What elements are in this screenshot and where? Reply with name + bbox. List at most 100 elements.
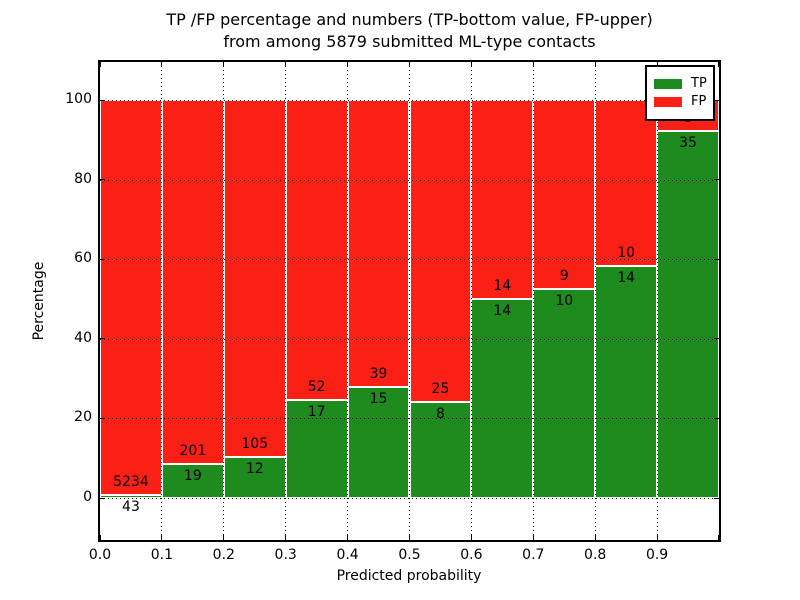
fp-count-label: 201 bbox=[179, 442, 207, 459]
legend-entry-tp: TP bbox=[654, 76, 707, 91]
y-tick-label: 100 bbox=[65, 91, 92, 107]
bar-segment-tp bbox=[533, 288, 596, 498]
x-axis-label: Predicted probability bbox=[336, 568, 482, 584]
x-tick-mark bbox=[99, 535, 101, 540]
x-tick-mark bbox=[285, 62, 287, 67]
x-tick-mark bbox=[285, 535, 287, 540]
y-tick-mark bbox=[100, 338, 105, 340]
x-tick-mark bbox=[532, 62, 534, 67]
x-tick-mark bbox=[161, 62, 163, 67]
x-tick-mark bbox=[223, 535, 225, 540]
y-tick-label: 80 bbox=[74, 170, 92, 187]
y-tick-mark bbox=[100, 179, 105, 181]
v-gridline bbox=[470, 62, 472, 540]
y-tick-mark bbox=[100, 99, 105, 101]
y-axis-label: Percentage bbox=[31, 261, 47, 341]
chart-title: TP /FP percentage and numbers (TP-bottom… bbox=[100, 9, 719, 53]
y-tick-label: 0 bbox=[83, 489, 92, 505]
y-tick-mark bbox=[100, 417, 105, 419]
tp-count-label: 14 bbox=[493, 303, 512, 319]
tp-count-label: 8 bbox=[435, 405, 445, 422]
y-tick-mark bbox=[714, 338, 719, 340]
x-tick-mark bbox=[717, 62, 719, 67]
fp-count-label: 9 bbox=[559, 267, 569, 284]
fp-count-label: 52 bbox=[307, 378, 326, 395]
tp-count-label: 10 bbox=[555, 292, 574, 309]
bar-segment-fp bbox=[347, 100, 410, 388]
x-tick-label: 0.9 bbox=[645, 547, 669, 563]
x-tick-label: 0.7 bbox=[522, 547, 545, 563]
fp-count-label: 10 bbox=[617, 244, 636, 261]
x-tick-label: 0.1 bbox=[150, 547, 174, 563]
v-gridline bbox=[594, 62, 596, 540]
x-tick-label: 0.6 bbox=[460, 547, 483, 563]
y-tick-label: 40 bbox=[74, 329, 92, 346]
plot-area: 5234432011910512521739152581414910101433… bbox=[98, 60, 721, 542]
y-tick-label: 60 bbox=[74, 250, 92, 267]
x-tick-mark bbox=[409, 535, 410, 540]
y-tick-mark bbox=[714, 258, 719, 260]
x-tick-mark bbox=[594, 62, 596, 67]
x-tick-label: 0.3 bbox=[274, 547, 297, 563]
v-gridline bbox=[285, 62, 287, 540]
bar-segment-tp bbox=[595, 265, 658, 498]
v-gridline bbox=[223, 62, 225, 540]
bar-segment-tp bbox=[347, 387, 410, 498]
x-tick-mark bbox=[656, 62, 658, 67]
bar-segment-fp bbox=[100, 100, 162, 495]
y-tick-label: 20 bbox=[74, 409, 92, 426]
legend-label-fp: FP bbox=[691, 94, 707, 109]
y-tick-mark bbox=[100, 497, 105, 499]
fp-count-label: 25 bbox=[431, 380, 450, 397]
legend-entry-fp: FP bbox=[654, 94, 706, 109]
y-tick-mark bbox=[714, 497, 719, 499]
x-tick-label: 0.4 bbox=[336, 547, 359, 563]
bar-segment-fp bbox=[471, 100, 534, 299]
fp-count-label: 105 bbox=[241, 436, 269, 453]
bar-segment-fp bbox=[223, 100, 286, 458]
x-tick-mark bbox=[470, 535, 472, 540]
bar-segment-tp bbox=[285, 399, 348, 498]
chart-title-line2: from among 5879 submitted ML-type contac… bbox=[223, 32, 596, 51]
x-tick-mark bbox=[470, 62, 472, 67]
v-gridline bbox=[532, 62, 534, 540]
x-tick-mark bbox=[347, 62, 349, 67]
v-gridline bbox=[347, 62, 349, 540]
bar-segment-tp bbox=[657, 131, 719, 498]
x-tick-label: 0.5 bbox=[398, 547, 421, 563]
y-tick-mark bbox=[714, 99, 719, 101]
x-tick-mark bbox=[409, 62, 410, 67]
bar-segment-tp bbox=[471, 299, 534, 498]
bar-segment-fp bbox=[409, 100, 472, 402]
tp-count-label: 12 bbox=[245, 461, 264, 478]
bar-segment-fp bbox=[595, 100, 658, 266]
tp-count-label: 15 bbox=[369, 391, 388, 408]
legend: TP FP bbox=[645, 65, 715, 121]
v-gridline bbox=[656, 62, 658, 540]
y-tick-mark bbox=[100, 258, 105, 260]
x-tick-mark bbox=[347, 535, 349, 540]
tp-count-label: 35 bbox=[679, 135, 697, 152]
fp-count-label: 14 bbox=[493, 278, 512, 294]
chart-title-line1: TP /FP percentage and numbers (TP-bottom… bbox=[166, 10, 653, 29]
x-tick-mark bbox=[532, 535, 534, 540]
bar-segment-fp bbox=[533, 100, 596, 289]
x-tick-mark bbox=[717, 535, 719, 540]
v-gridline bbox=[161, 62, 163, 540]
x-tick-mark bbox=[656, 535, 658, 540]
tp-count-label: 19 bbox=[183, 467, 202, 484]
x-tick-label: 0.2 bbox=[212, 547, 235, 563]
x-tick-mark bbox=[99, 62, 101, 67]
tp-count-label: 17 bbox=[307, 403, 326, 420]
y-tick-mark bbox=[714, 417, 719, 419]
bar-segment-fp bbox=[161, 100, 224, 464]
legend-label-tp: TP bbox=[691, 76, 707, 91]
tp-count-label: 14 bbox=[617, 269, 636, 286]
tp-count-label: 43 bbox=[122, 498, 140, 515]
x-tick-mark bbox=[223, 62, 225, 67]
fp-count-label: 5234 bbox=[113, 473, 149, 490]
x-tick-mark bbox=[161, 535, 163, 540]
bar-segment-fp bbox=[285, 100, 348, 400]
v-gridline bbox=[409, 62, 410, 540]
